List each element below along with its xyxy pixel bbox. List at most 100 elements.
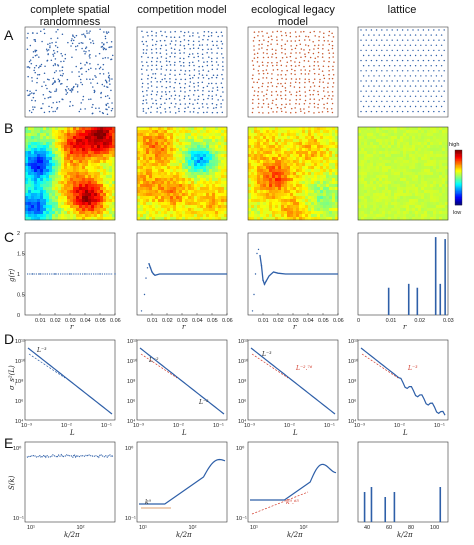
pattern-point <box>69 89 71 91</box>
pattern-point <box>257 102 260 105</box>
pattern-point <box>79 108 82 110</box>
heatmap-cell <box>445 181 449 185</box>
pattern-point <box>388 85 391 87</box>
heatmap-cell <box>388 163 392 167</box>
pattern-point <box>399 44 401 46</box>
heatmap-cell <box>382 136 386 140</box>
heatmap-cell <box>290 190 294 194</box>
heatmap-cell <box>164 172 168 176</box>
heatmap-cell <box>94 202 98 206</box>
heatmap-cell <box>182 214 186 218</box>
pattern-point <box>99 66 102 69</box>
heatmap-cell <box>281 160 285 164</box>
heatmap-cell <box>412 142 416 146</box>
heatmap-cell <box>97 202 101 206</box>
pattern-point <box>141 40 144 43</box>
pattern-point <box>184 70 187 72</box>
heatmap-cell <box>302 166 306 170</box>
heatmap-cell <box>278 187 282 191</box>
heatmap-cell <box>46 175 50 179</box>
pattern-point <box>32 96 35 99</box>
heatmap-cell <box>400 196 404 200</box>
heatmap-cell <box>218 133 222 137</box>
heatmap-cell <box>332 214 336 218</box>
heatmap-cell <box>109 160 113 164</box>
pattern-point <box>443 100 445 103</box>
heatmap-cell <box>415 166 419 170</box>
heatmap-cell <box>85 163 89 167</box>
heatmap-cell <box>146 166 150 170</box>
heatmap-cell <box>176 139 180 143</box>
heatmap-cell <box>442 190 446 194</box>
heatmap-cell <box>176 208 180 212</box>
heatmap-cell <box>278 169 282 173</box>
heatmap-cell <box>367 172 371 176</box>
pattern-point <box>285 65 288 67</box>
heatmap-cell <box>146 211 150 215</box>
heatmap-cell <box>143 214 147 218</box>
heatmap-cell <box>397 184 401 188</box>
pattern-point <box>420 44 422 46</box>
heatmap-cell <box>257 127 261 131</box>
heatmap-cell <box>67 148 71 152</box>
heatmap-cell <box>31 133 35 137</box>
heatmap-cell <box>203 151 207 155</box>
heatmap-cell <box>188 190 192 194</box>
heatmap-cell <box>58 130 62 134</box>
heatmap-cell <box>251 148 255 152</box>
heatmap-cell <box>308 127 312 131</box>
heatmap-cell <box>79 193 83 197</box>
heatmap-cell <box>224 139 228 143</box>
heatmap-cell <box>182 130 186 134</box>
pattern-point <box>277 82 279 85</box>
heatmap-cell <box>146 145 150 149</box>
heatmap-cell <box>200 193 204 197</box>
pattern-point <box>285 103 287 105</box>
heatmap-cell <box>397 130 401 134</box>
pattern-point <box>417 100 419 103</box>
heatmap-cell <box>137 184 141 188</box>
heatmap-cell <box>436 196 440 200</box>
heatmap-cell <box>28 178 32 182</box>
heatmap-cell <box>209 217 213 221</box>
heatmap-cell <box>73 175 77 179</box>
heatmap-cell <box>194 196 198 200</box>
pattern-point <box>81 83 84 86</box>
heatmap-cell <box>329 175 333 179</box>
heatmap-cell <box>284 130 288 134</box>
heatmap-cell <box>391 181 395 185</box>
heatmap-cell <box>299 160 303 164</box>
heatmap-cell <box>100 157 104 161</box>
heatmap-cell <box>379 139 383 143</box>
pattern-point <box>160 56 163 58</box>
heatmap-cell <box>182 127 186 131</box>
heatmap-cell <box>394 166 398 170</box>
pattern-point <box>440 65 443 67</box>
pattern-point <box>161 34 163 37</box>
heatmap-cell <box>379 166 383 170</box>
pattern-point <box>106 113 109 116</box>
heatmap-cell <box>323 187 327 191</box>
heatmap-cell <box>88 127 92 131</box>
heatmap-cell <box>179 142 183 146</box>
heatmap-cell <box>209 148 213 152</box>
heatmap-cell <box>85 127 89 131</box>
heatmap-cell <box>161 142 165 146</box>
pattern-point <box>104 37 107 40</box>
pattern-point <box>304 55 307 58</box>
pattern-point <box>440 54 443 57</box>
heatmap-cell <box>149 178 153 182</box>
heatmap-cell <box>67 181 71 185</box>
heatmap-cell <box>173 208 177 212</box>
heatmap-cell <box>106 133 110 137</box>
heatmap-cell <box>140 184 144 188</box>
heatmap-cell <box>412 148 416 152</box>
heatmap-cell <box>290 139 294 143</box>
heatmap-cell <box>46 163 50 167</box>
pattern-point <box>106 86 109 89</box>
heatmap-cell <box>34 202 38 206</box>
pattern-point <box>422 29 425 31</box>
heatmap-cell <box>305 157 309 161</box>
heatmap-cell <box>400 205 404 209</box>
pattern-point <box>391 70 393 72</box>
